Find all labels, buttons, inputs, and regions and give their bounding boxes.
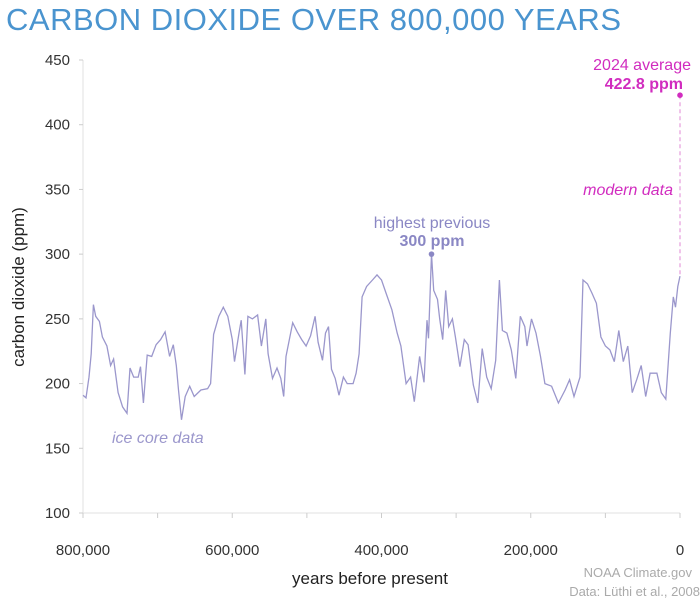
y-tick-label: 250: [45, 311, 70, 328]
modern-data-label: modern data: [583, 182, 673, 199]
y-axis-label: carbon dioxide (ppm): [9, 207, 28, 367]
axes: 100 150 200 250 300 350 400 450 800,000 600,000 40…: [45, 52, 684, 559]
current-label: 2024 average: [593, 57, 691, 74]
y-tick-label: 400: [45, 117, 70, 134]
x-tick-label: 600,000: [205, 542, 259, 559]
current-value: 422.8 ppm: [605, 76, 683, 93]
ice-core-label: ice core data: [112, 430, 204, 447]
y-tick-label: 350: [45, 181, 70, 198]
y-tick-label: 150: [45, 440, 70, 457]
y-tick-label: 300: [45, 246, 70, 263]
highest-previous-point: [428, 251, 435, 257]
x-tick-label: 0: [676, 542, 684, 559]
credit-source: NOAA Climate.gov: [584, 565, 693, 580]
x-tick-label: 800,000: [56, 542, 110, 559]
y-tick-label: 200: [45, 376, 70, 393]
y-tick-label: 450: [45, 52, 70, 69]
current-point: [677, 92, 683, 99]
x-tick-label: 400,000: [354, 542, 408, 559]
y-tick-label: 100: [45, 505, 70, 522]
ice-core-line: [82, 254, 681, 420]
highest-previous-label: highest previous: [374, 215, 491, 232]
x-axis-label: years before present: [292, 569, 448, 588]
x-tick-label: 200,000: [504, 542, 558, 559]
credit-data: Data: Lüthi et al., 2008: [569, 584, 700, 599]
chart-title: CARBON DIOXIDE OVER 800,000 YEARS: [6, 2, 622, 37]
highest-previous-value: 300 ppm: [400, 233, 465, 250]
